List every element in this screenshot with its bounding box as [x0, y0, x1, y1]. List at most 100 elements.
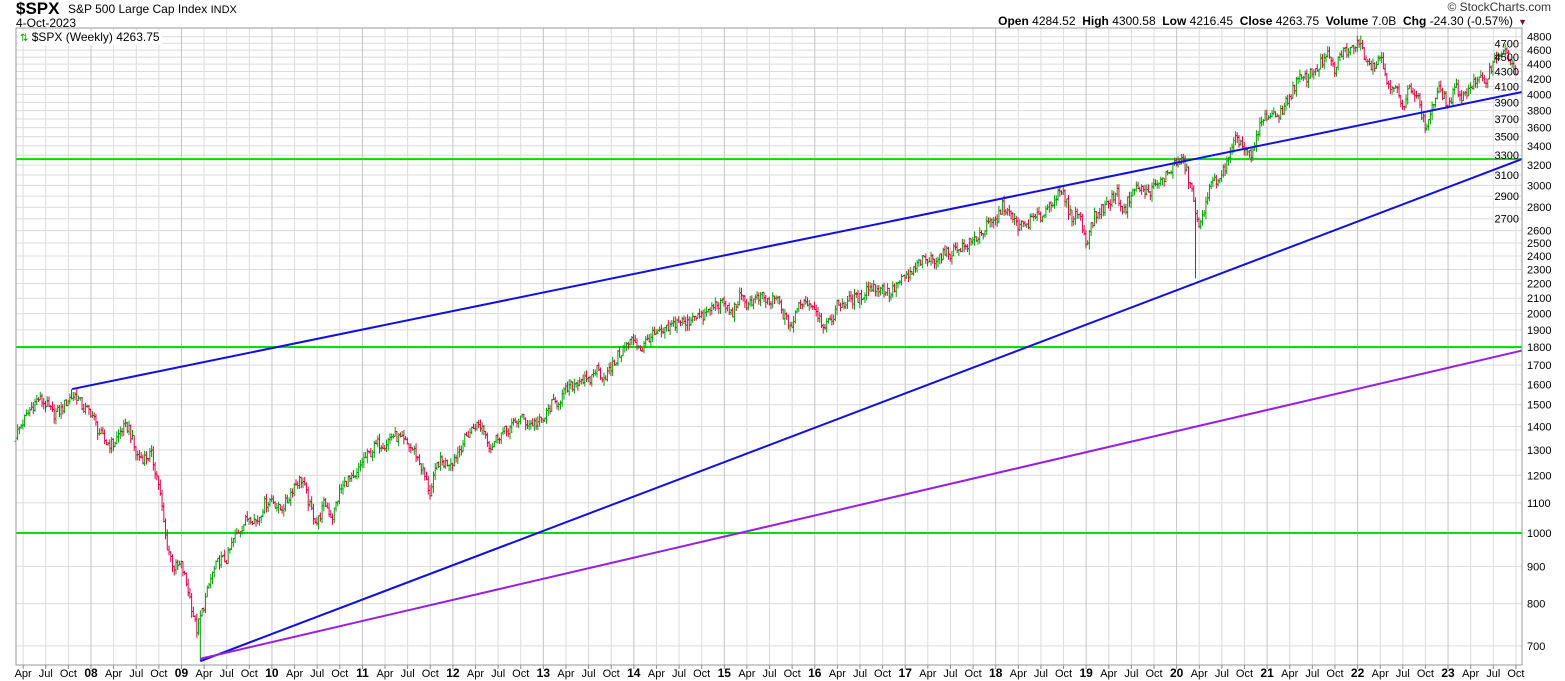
chart-date: 4-Oct-2023: [16, 16, 77, 30]
symbol: $SPX: [16, 0, 60, 18]
x-tick-label: 11: [356, 666, 369, 680]
x-tick-label: Apr: [196, 668, 213, 680]
trendline: [200, 349, 1523, 660]
y-tick-label: 1900: [1527, 325, 1551, 337]
copyright: © StockCharts.com: [1447, 0, 1551, 14]
y-tick-label: 3400: [1527, 141, 1551, 153]
x-tick-label: Jul: [491, 668, 505, 680]
volume-value: 7.0B: [1371, 14, 1397, 28]
x-tick-label: 21: [1260, 666, 1274, 680]
y-tick-label: 2700: [1495, 214, 1519, 226]
y-tick-label: 3100: [1495, 170, 1519, 182]
y-tick-label: 3300: [1495, 150, 1519, 162]
x-tick-label: 19: [1079, 666, 1093, 680]
y-tick-label: 4000: [1527, 89, 1551, 101]
chart-legend: ⇅ $SPX (Weekly) 4263.75: [18, 31, 162, 45]
x-tick-label: 22: [1351, 666, 1365, 680]
x-tick-label: Apr: [1281, 668, 1298, 680]
x-tick-label: Apr: [648, 668, 665, 680]
x-tick-label: Jul: [582, 668, 596, 680]
y-tick-label: 1600: [1527, 379, 1551, 391]
x-tick-label: 12: [446, 666, 460, 680]
index-name: S&P 500 Large Cap Index: [68, 2, 208, 16]
y-tick-label: 2500: [1527, 238, 1551, 250]
x-tick-label: Oct: [1326, 668, 1343, 680]
ohlc-bar-icon: ⇅: [20, 33, 29, 44]
x-tick-label: Jul: [943, 668, 957, 680]
y-tick-label: 3800: [1527, 106, 1551, 118]
x-tick-label: Apr: [919, 668, 936, 680]
x-tick-label: Apr: [1462, 668, 1479, 680]
x-tick-label: Apr: [105, 668, 122, 680]
volume-label: Volume: [1325, 14, 1369, 28]
legend-text: $SPX (Weekly) 4263.75: [31, 30, 160, 44]
low-label: Low: [1162, 14, 1187, 28]
x-tick-label: Oct: [965, 668, 982, 680]
y-tick-label: 4100: [1495, 82, 1519, 94]
close-label: Close: [1239, 14, 1273, 28]
y-tick-label: 4300: [1495, 66, 1519, 78]
x-tick-label: Jul: [39, 668, 53, 680]
y-tick-label: 2000: [1527, 309, 1551, 321]
y-tick-label: 4500: [1495, 52, 1519, 64]
x-tick-label: Oct: [693, 668, 710, 680]
symbol-name: S&P 500 Large Cap Index INDX: [68, 3, 237, 17]
x-tick-label: Apr: [557, 668, 574, 680]
x-tick-label: Oct: [1236, 668, 1253, 680]
x-tick-label: Jul: [762, 668, 776, 680]
x-tick-label: Jul: [1396, 668, 1410, 680]
x-tick-label: Apr: [15, 668, 32, 680]
x-tick-label: Oct: [60, 668, 77, 680]
y-tick-label: 1300: [1527, 445, 1551, 457]
plot-border: [15, 27, 1523, 666]
trendline: [199, 158, 1523, 663]
x-tick-label: Apr: [738, 668, 755, 680]
x-tick-label: Apr: [286, 668, 303, 680]
x-tick-label: 09: [175, 666, 189, 680]
x-tick-label: 10: [265, 666, 279, 680]
y-tick-label: 3700: [1495, 114, 1519, 126]
y-tick-label: 2800: [1527, 202, 1551, 214]
y-tick-label: 4600: [1527, 45, 1551, 57]
y-tick-label: 1500: [1527, 400, 1551, 412]
x-tick-label: 08: [84, 666, 98, 680]
axes: 7008009001000110012001300140015001600170…: [15, 27, 1551, 680]
x-tick-label: Apr: [829, 668, 846, 680]
x-tick-label: Jul: [1305, 668, 1319, 680]
x-tick-label: Oct: [1055, 668, 1072, 680]
y-tick-label: 2400: [1527, 251, 1551, 263]
x-tick-label: Oct: [603, 668, 620, 680]
x-tick-label: Apr: [1191, 668, 1208, 680]
y-tick-label: 3500: [1495, 132, 1519, 144]
high-value: 4300.58: [1112, 14, 1156, 28]
ohlc-readout: Open 4284.52 High 4300.58 Low 4216.45 Cl…: [998, 15, 1513, 28]
y-tick-label: 4400: [1527, 59, 1551, 71]
x-tick-label: 20: [1170, 666, 1184, 680]
x-tick-label: Jul: [129, 668, 143, 680]
x-tick-label: Oct: [1145, 668, 1162, 680]
x-tick-label: Apr: [467, 668, 484, 680]
x-tick-label: 14: [627, 666, 641, 680]
x-tick-label: Jul: [1215, 668, 1229, 680]
x-tick-label: 16: [808, 666, 822, 680]
x-tick-label: Apr: [1010, 668, 1027, 680]
y-tick-label: 3000: [1527, 180, 1551, 192]
horizontal-lines: [16, 158, 1522, 534]
x-tick-label: Oct: [512, 668, 529, 680]
trendline: [71, 90, 1523, 391]
chg-label: Chg: [1402, 14, 1427, 28]
x-tick-label: 13: [537, 666, 551, 680]
x-tick-label: Oct: [241, 668, 258, 680]
x-tick-label: Oct: [422, 668, 439, 680]
trendlines: [71, 90, 1523, 663]
x-tick-label: Apr: [376, 668, 393, 680]
close-value: 4263.75: [1275, 14, 1320, 28]
y-tick-label: 2900: [1495, 191, 1519, 203]
y-tick-label: 2300: [1527, 264, 1551, 276]
y-tick-label: 1000: [1527, 528, 1551, 540]
y-tick-label: 4700: [1495, 38, 1519, 50]
y-tick-label: 2200: [1527, 279, 1551, 291]
exchange: INDX: [210, 4, 237, 16]
x-tick-label: 17: [899, 666, 913, 680]
